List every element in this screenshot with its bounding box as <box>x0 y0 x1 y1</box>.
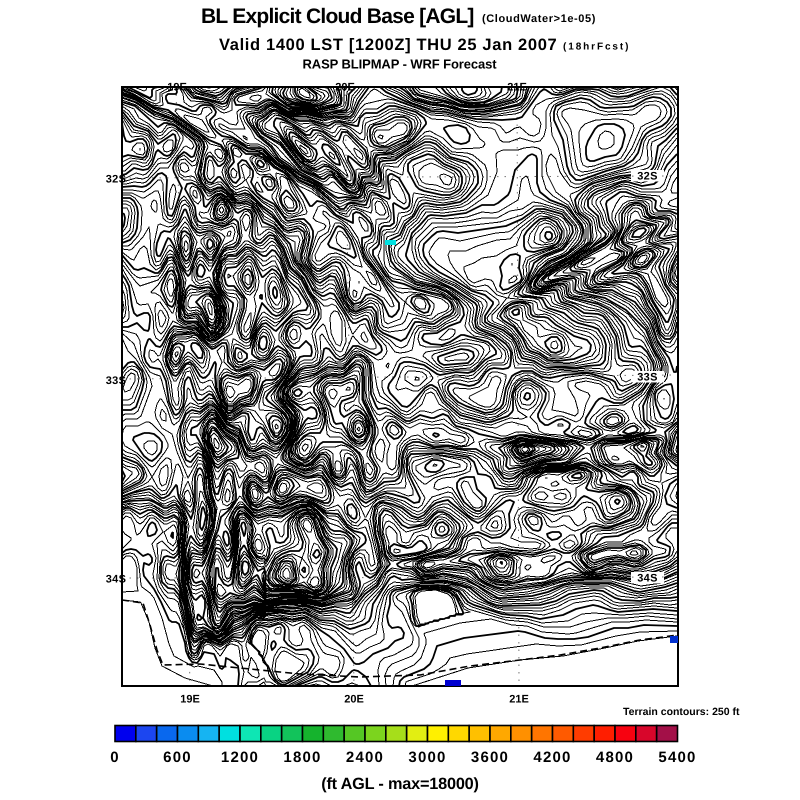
svg-text:RASP BLIPMAP - WRF Forecast: RASP BLIPMAP - WRF Forecast <box>303 57 498 72</box>
svg-text:5400: 5400 <box>658 749 696 766</box>
svg-text:21E: 21E <box>507 82 527 94</box>
svg-text:33S: 33S <box>106 375 126 387</box>
svg-text:Valid 1400 LST [1200Z] THU 25: Valid 1400 LST [1200Z] THU 25 Jan 2007 <box>219 36 557 54</box>
svg-text:3000: 3000 <box>408 749 446 766</box>
svg-text:34S: 34S <box>106 574 126 586</box>
svg-text:19E: 19E <box>180 694 200 706</box>
svg-text:(ft AGL - max=18000): (ft AGL - max=18000) <box>321 775 479 793</box>
svg-text:600: 600 <box>163 749 192 766</box>
svg-text:33S: 33S <box>637 372 657 384</box>
svg-text:32S: 32S <box>637 171 657 183</box>
svg-text:0: 0 <box>110 749 120 766</box>
svg-text:4800: 4800 <box>596 749 634 766</box>
svg-text:3600: 3600 <box>471 749 509 766</box>
svg-text:4200: 4200 <box>533 749 571 766</box>
svg-text:1200: 1200 <box>221 749 259 766</box>
svg-text:20E: 20E <box>344 694 364 706</box>
svg-text:21E: 21E <box>509 694 529 706</box>
svg-text:Terrain contours: 250 ft: Terrain contours: 250 ft <box>623 706 740 718</box>
svg-text:2400: 2400 <box>346 749 384 766</box>
svg-text:34S: 34S <box>637 573 657 585</box>
svg-text:(CloudWater>1e-05): (CloudWater>1e-05) <box>482 13 596 25</box>
svg-text:32S: 32S <box>106 174 126 186</box>
svg-text:1800: 1800 <box>283 749 321 766</box>
svg-text:19E: 19E <box>167 82 187 94</box>
svg-text:20E: 20E <box>335 82 355 94</box>
svg-text:BL Explicit Cloud Base [AGL]: BL Explicit Cloud Base [AGL] <box>201 5 474 28</box>
svg-text:(18hrFcst): (18hrFcst) <box>563 42 630 53</box>
